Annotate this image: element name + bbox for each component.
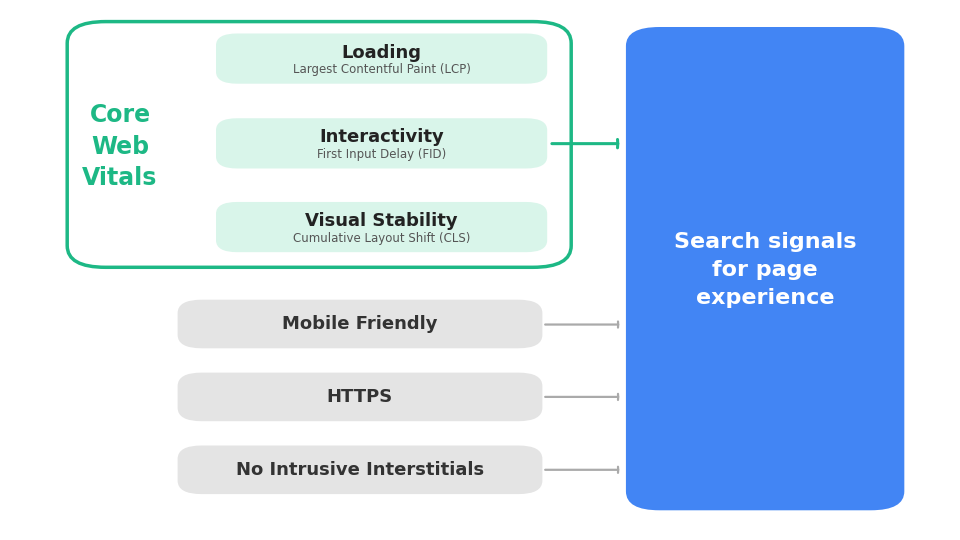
Text: Cumulative Layout Shift (CLS): Cumulative Layout Shift (CLS) [293,232,470,245]
Text: No Intrusive Interstitials: No Intrusive Interstitials [236,461,484,479]
Text: Largest Contentful Paint (LCP): Largest Contentful Paint (LCP) [293,63,470,76]
FancyBboxPatch shape [178,373,542,421]
FancyBboxPatch shape [626,27,904,510]
FancyBboxPatch shape [216,118,547,168]
Text: HTTPS: HTTPS [326,388,394,406]
FancyBboxPatch shape [216,33,547,84]
Text: Search signals
for page
experience: Search signals for page experience [674,232,856,308]
FancyBboxPatch shape [67,22,571,267]
Text: Mobile Friendly: Mobile Friendly [282,315,438,333]
Text: Interactivity: Interactivity [320,129,444,146]
FancyBboxPatch shape [178,446,542,494]
Text: Core
Web
Vitals: Core Web Vitals [83,103,157,191]
Text: Loading: Loading [342,44,421,62]
Text: First Input Delay (FID): First Input Delay (FID) [317,148,446,161]
Text: Visual Stability: Visual Stability [305,212,458,230]
FancyBboxPatch shape [216,202,547,252]
FancyBboxPatch shape [178,300,542,348]
